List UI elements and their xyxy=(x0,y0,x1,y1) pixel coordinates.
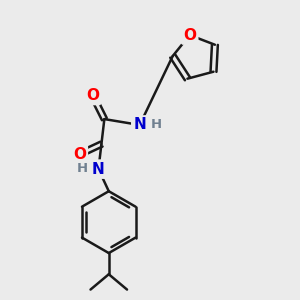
Text: H: H xyxy=(150,118,161,131)
Text: O: O xyxy=(86,88,99,103)
Text: H: H xyxy=(77,162,88,175)
Text: N: N xyxy=(133,118,146,133)
Text: O: O xyxy=(183,28,196,43)
Text: O: O xyxy=(73,147,86,162)
Text: N: N xyxy=(92,162,105,177)
